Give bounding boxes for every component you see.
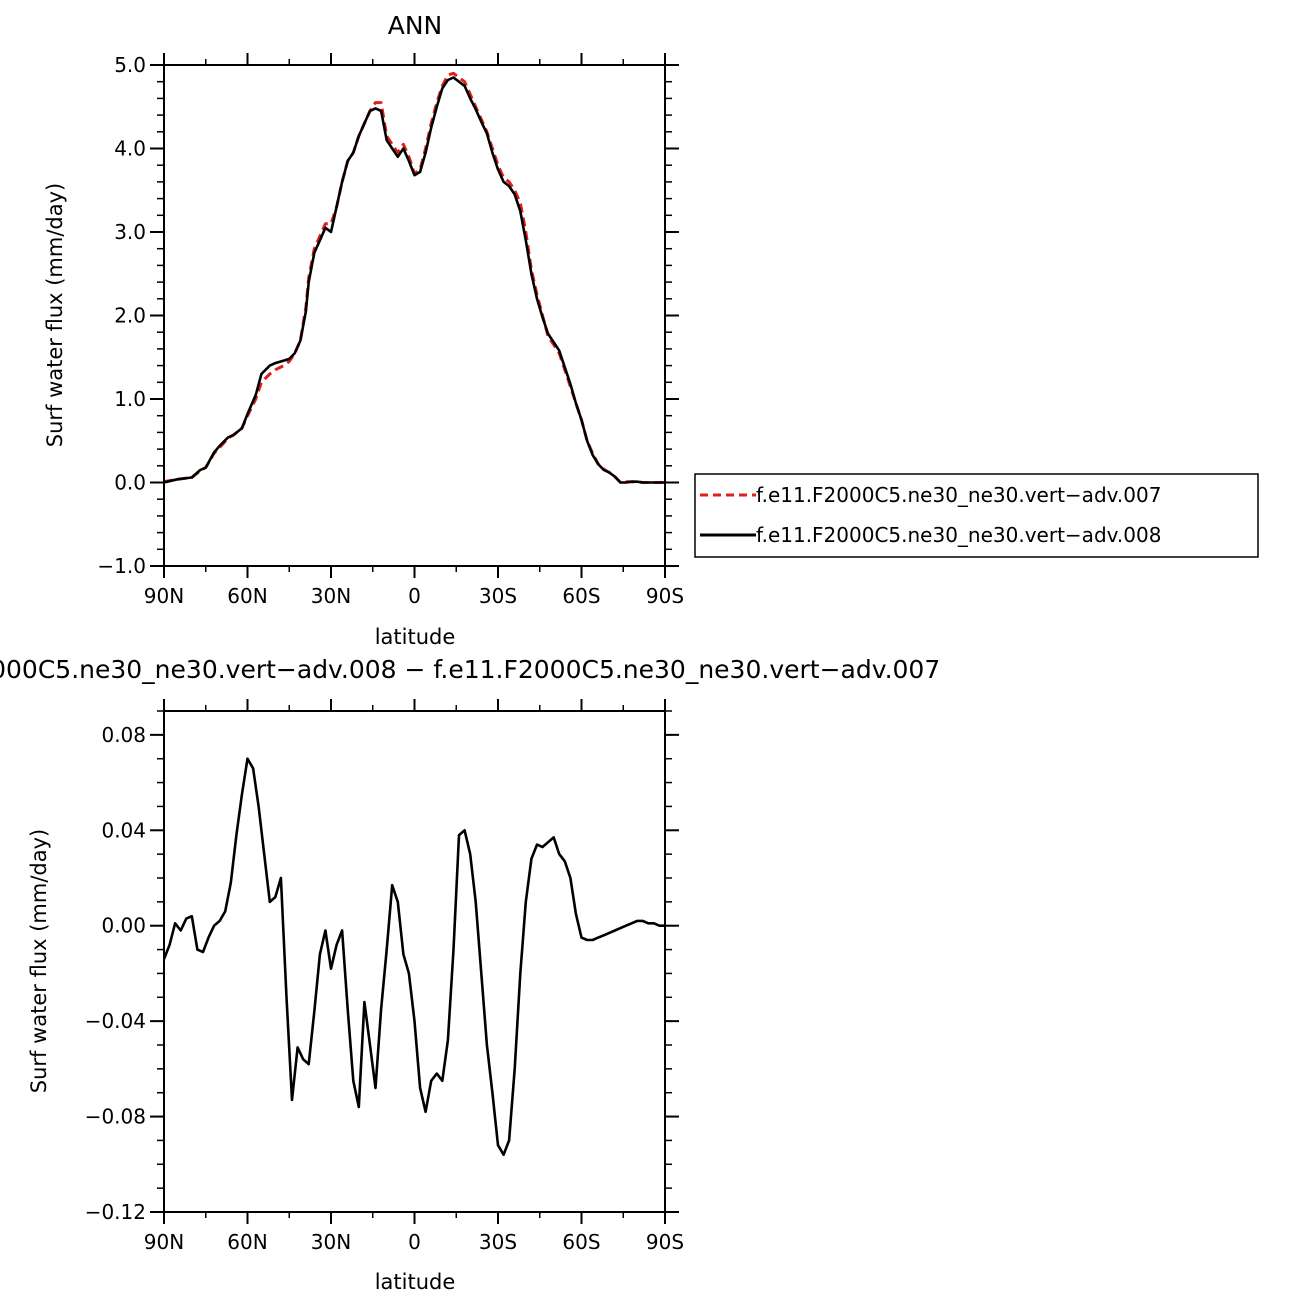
y-tick-label: −1.0 [97,554,146,578]
axis-ticks: −1.0 0.0 1.0 2.0 3.0 4.0 5.0 90N 60N 30N 0 30S 60S 90… [97,53,684,608]
x-tick-label: 90N [144,1230,184,1254]
x-tick-label: 60S [562,584,600,608]
axis-ticks: −0.12 −0.08 −0.04 0.00 0.04 0.08 90N 60N 30N 0 30S… [85,699,684,1254]
series-layer [164,757,665,1156]
y-tick-label: 1.0 [114,387,146,411]
legend-entry-exp008: f.e11.F2000C5.ne30_ne30.vert−adv.008 [756,523,1161,547]
y-tick-label: −0.12 [85,1200,146,1224]
y-tick-label: −0.04 [85,1009,146,1033]
y-tick-label: 0.08 [101,723,146,747]
series-line-difference [164,757,665,1156]
y-tick-label: 3.0 [114,220,146,244]
panel-title: f.e11.F2000C5.ne30_ne30.vert−adv.008 − f… [0,655,940,684]
x-tick-label: 30N [311,584,351,608]
x-tick-label: 30S [479,584,517,608]
y-tick-label: 5.0 [114,53,146,77]
x-tick-label: 60N [227,584,267,608]
y-axis-label: Surf water flux (mm/day) [27,829,51,1094]
y-axis-label: Surf water flux (mm/day) [43,183,67,448]
panel-title: ANN [388,11,443,40]
legend-box [694,473,1259,558]
x-tick-label: 60S [562,1230,600,1254]
y-tick-label: −0.08 [85,1105,146,1129]
x-tick-label: 30S [479,1230,517,1254]
x-tick-label: 60N [227,1230,267,1254]
x-tick-label: 0 [408,1230,421,1254]
x-tick-label: 30N [311,1230,351,1254]
x-tick-label: 90N [144,584,184,608]
y-tick-label: 0.04 [101,818,146,842]
x-axis-label: latitude [375,625,456,649]
series-line-exp007 [164,71,665,484]
x-tick-label: 90S [646,584,684,608]
series-line-exp008 [164,76,665,484]
panel-annual-mean: ANN Surf water flux (mm/day) latitude −1… [43,11,684,649]
legend-entry-exp007: f.e11.F2000C5.ne30_ne30.vert−adv.007 [756,483,1161,507]
y-tick-label: 4.0 [114,137,146,161]
plot-frame [163,710,666,1213]
y-tick-label: 2.0 [114,304,146,328]
x-tick-label: 0 [408,584,421,608]
panel-difference: f.e11.F2000C5.ne30_ne30.vert−adv.008 − f… [0,655,940,1294]
series-layer [164,71,665,484]
x-axis-label: latitude [375,1270,456,1294]
x-tick-label: 90S [646,1230,684,1254]
y-tick-label: 0.00 [101,914,146,938]
legend: f.e11.F2000C5.ne30_ne30.vert−adv.007 f.e… [694,473,1259,558]
y-tick-label: 0.0 [114,471,146,495]
plot-frame [163,64,666,567]
